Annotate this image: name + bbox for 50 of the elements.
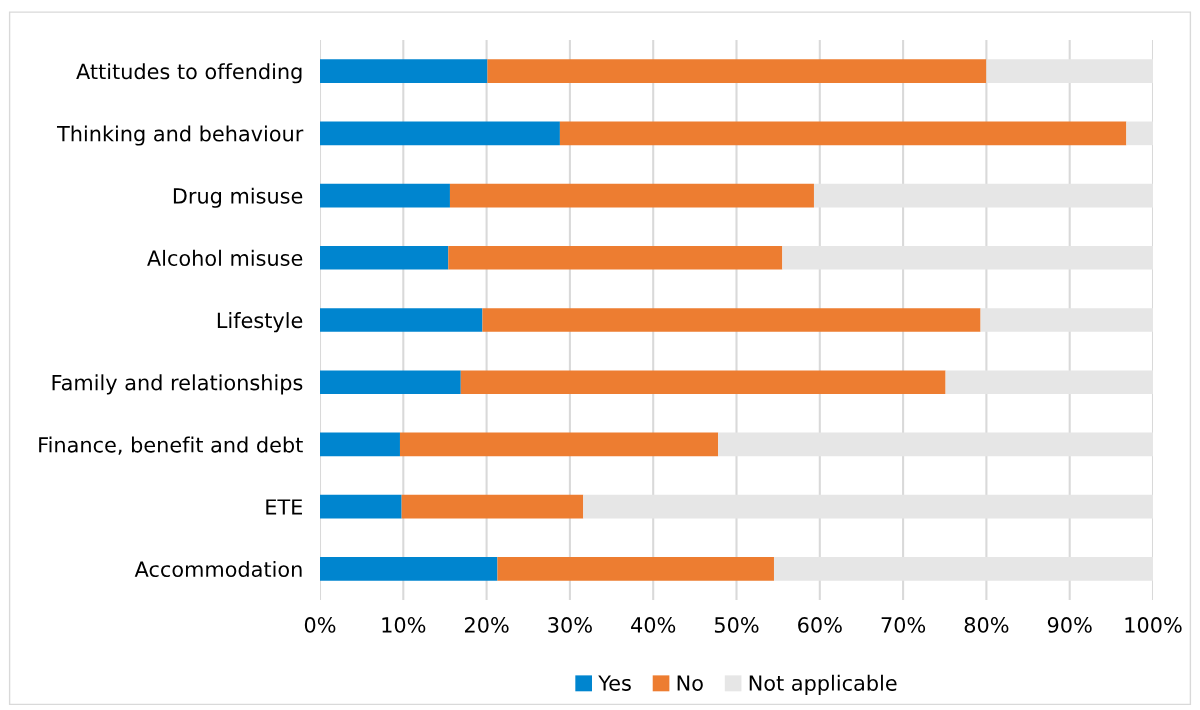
legend-label: Yes — [598, 675, 631, 691]
bar — [773, 557, 1153, 581]
bar — [980, 308, 1153, 332]
y-tick-label: Family and relationships — [52, 374, 303, 395]
bar — [401, 494, 584, 519]
bar — [583, 494, 1153, 519]
x-tick-label: 100% — [1125, 617, 1182, 633]
legend-label: Not applicable — [749, 674, 897, 695]
x-tick-label: 30% — [548, 617, 592, 633]
legend-label: No — [677, 675, 703, 691]
bar — [460, 370, 946, 395]
bar — [320, 370, 461, 395]
bar — [320, 59, 488, 83]
bar — [718, 432, 1153, 457]
y-tick-label: Lifestyle — [217, 312, 303, 333]
bar — [448, 245, 783, 270]
bar — [782, 245, 1153, 270]
bar — [1126, 121, 1153, 146]
x-tick-label: 20% — [464, 617, 509, 633]
bar — [986, 59, 1153, 83]
bar — [320, 121, 560, 146]
bar — [449, 183, 814, 208]
x-tick-label: 40% — [631, 617, 676, 633]
bar — [497, 557, 774, 581]
y-tick-label: Drug misuse — [173, 187, 303, 208]
bar — [320, 308, 483, 332]
y-tick-label: Alcohol misuse — [147, 249, 303, 266]
bar — [320, 432, 400, 457]
bar — [945, 370, 1153, 395]
x-tick-label: 50% — [714, 617, 759, 633]
bar — [482, 308, 981, 332]
bar — [320, 183, 450, 208]
bar — [320, 557, 498, 581]
y-tick-label: Finance, benefit and debt — [39, 436, 303, 455]
y-tick-label: Accommodation — [134, 560, 302, 578]
y-tick-label: ETE — [266, 499, 302, 515]
bar — [813, 183, 1153, 208]
bar — [320, 494, 402, 519]
x-tick-label: 60% — [798, 617, 842, 633]
y-tick-label: Thinking and behaviour — [56, 125, 304, 146]
bar — [320, 245, 449, 270]
y-tick-label: Attitudes to offending — [76, 63, 302, 84]
x-tick-label: 0% — [304, 617, 336, 633]
x-tick-label: 80% — [964, 617, 1009, 633]
x-tick-label: 10% — [382, 617, 426, 633]
bar — [399, 432, 719, 457]
bar — [559, 121, 1127, 146]
x-tick-label: 90% — [1047, 617, 1092, 633]
x-tick-label: 70% — [881, 617, 926, 633]
bar — [487, 59, 987, 83]
